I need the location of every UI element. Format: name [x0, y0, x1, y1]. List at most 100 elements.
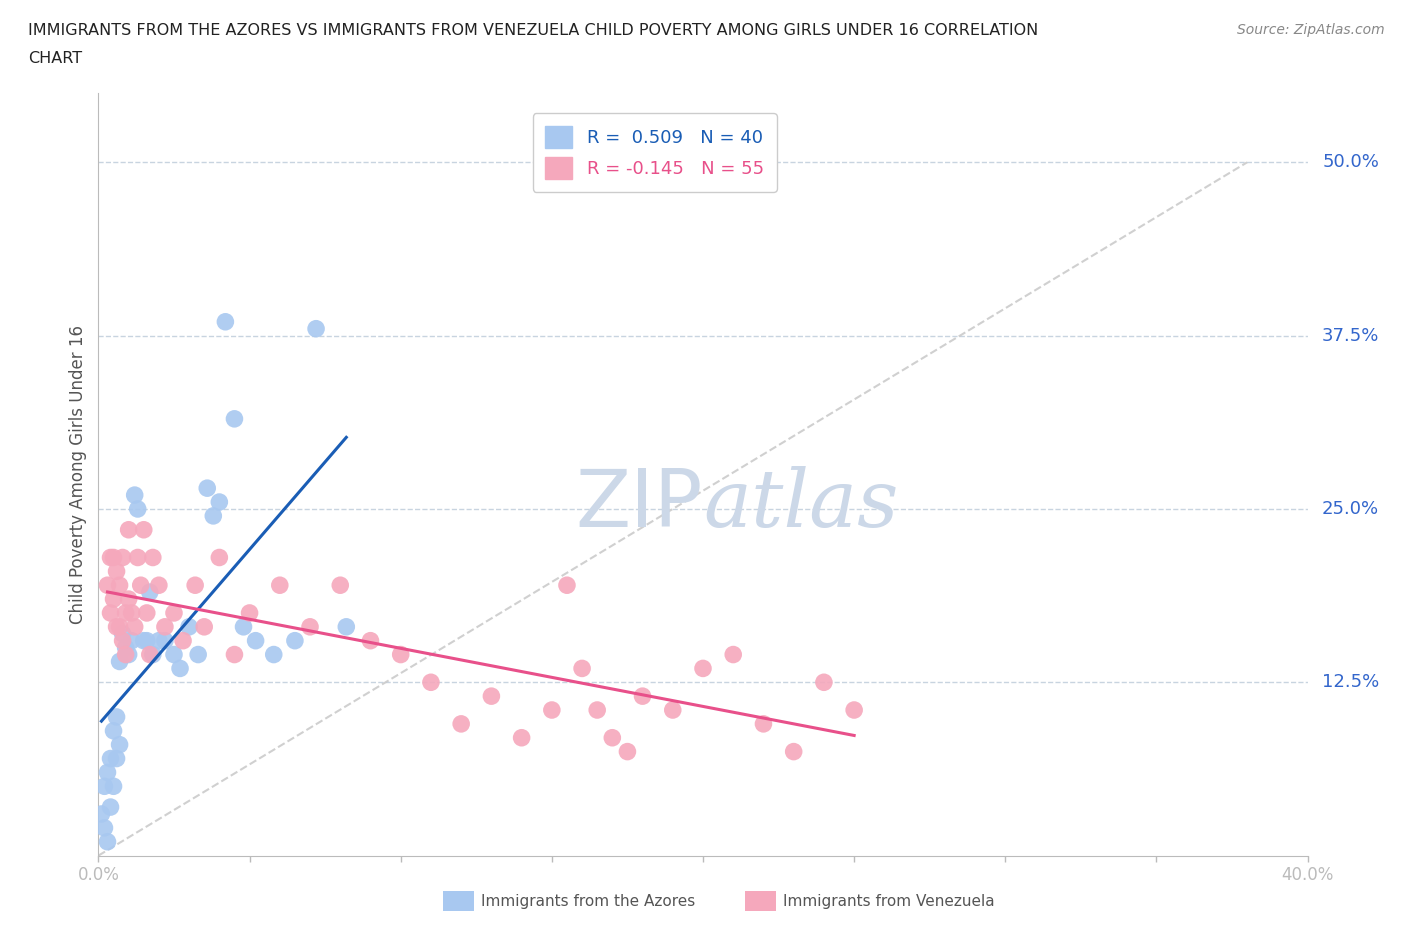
Text: Source: ZipAtlas.com: Source: ZipAtlas.com	[1237, 23, 1385, 37]
Point	[103, 724, 125, 738]
Point	[844, 702, 866, 717]
Point	[299, 619, 322, 634]
Text: atlas: atlas	[703, 466, 898, 543]
Text: 37.5%: 37.5%	[1322, 326, 1379, 345]
Point	[616, 744, 638, 759]
Text: ZIP: ZIP	[575, 466, 703, 544]
Point	[127, 550, 149, 565]
Point	[114, 605, 136, 620]
Point	[184, 578, 207, 592]
Point	[96, 578, 118, 592]
Point	[245, 633, 267, 648]
Point	[602, 730, 624, 745]
Point	[187, 647, 209, 662]
Text: IMMIGRANTS FROM THE AZORES VS IMMIGRANTS FROM VENEZUELA CHILD POVERTY AMONG GIRL: IMMIGRANTS FROM THE AZORES VS IMMIGRANTS…	[28, 23, 1039, 38]
Point	[100, 751, 122, 766]
Point	[263, 647, 285, 662]
Point	[214, 314, 236, 329]
Point	[420, 675, 443, 690]
Point	[135, 605, 157, 620]
Point	[132, 633, 155, 648]
Point	[100, 605, 122, 620]
Point	[389, 647, 412, 662]
Point	[284, 633, 307, 648]
Point	[172, 633, 194, 648]
Point	[661, 702, 683, 717]
Point	[335, 619, 357, 634]
Point	[208, 495, 231, 510]
Point	[571, 661, 593, 676]
Point	[139, 585, 162, 600]
Point	[202, 509, 225, 524]
Point	[723, 647, 745, 662]
Point	[103, 778, 125, 793]
Text: 12.5%: 12.5%	[1322, 673, 1379, 691]
Point	[111, 550, 134, 565]
Point	[111, 633, 134, 648]
Point	[692, 661, 714, 676]
Point	[783, 744, 806, 759]
Point	[139, 647, 162, 662]
Point	[105, 710, 128, 724]
Point	[163, 605, 186, 620]
Point	[108, 737, 131, 752]
Point	[93, 820, 115, 835]
Point	[108, 578, 131, 592]
Point	[105, 564, 128, 578]
Point	[232, 619, 254, 634]
Point	[193, 619, 215, 634]
Point	[118, 591, 141, 606]
Point	[142, 647, 165, 662]
Point	[148, 578, 170, 592]
Point	[510, 730, 533, 745]
Point	[305, 321, 328, 336]
Point	[103, 550, 125, 565]
Point	[208, 550, 231, 565]
Point	[118, 647, 141, 662]
Legend: R =  0.509   N = 40, R = -0.145   N = 55: R = 0.509 N = 40, R = -0.145 N = 55	[533, 113, 776, 192]
Point	[118, 523, 141, 538]
Point	[163, 647, 186, 662]
Point	[555, 578, 578, 592]
Point	[103, 591, 125, 606]
Point	[631, 689, 654, 704]
Point	[90, 806, 112, 821]
Point	[132, 523, 155, 538]
Point	[153, 619, 176, 634]
Point	[586, 702, 609, 717]
Point	[114, 640, 136, 655]
Point	[121, 605, 143, 620]
Point	[224, 647, 246, 662]
Text: 50.0%: 50.0%	[1322, 153, 1379, 171]
Point	[329, 578, 352, 592]
Point	[179, 619, 201, 634]
Point	[105, 619, 128, 634]
Point	[127, 501, 149, 516]
Point	[153, 633, 176, 648]
Text: Immigrants from the Azores: Immigrants from the Azores	[481, 894, 695, 909]
Point	[148, 633, 170, 648]
Text: CHART: CHART	[28, 51, 82, 66]
Text: 25.0%: 25.0%	[1322, 500, 1379, 518]
Point	[481, 689, 503, 704]
Point	[224, 411, 246, 426]
Text: Immigrants from Venezuela: Immigrants from Venezuela	[783, 894, 995, 909]
FancyBboxPatch shape	[443, 891, 474, 911]
Point	[129, 578, 152, 592]
Point	[100, 800, 122, 815]
Point	[195, 481, 218, 496]
Point	[96, 765, 118, 780]
Point	[124, 487, 146, 502]
Point	[121, 633, 143, 648]
Point	[111, 626, 134, 641]
Point	[93, 778, 115, 793]
Point	[450, 716, 472, 731]
Point	[96, 834, 118, 849]
Point	[169, 661, 191, 676]
Point	[108, 654, 131, 669]
FancyBboxPatch shape	[745, 891, 776, 911]
Point	[124, 619, 146, 634]
Point	[540, 702, 562, 717]
Point	[108, 619, 131, 634]
Point	[114, 647, 136, 662]
